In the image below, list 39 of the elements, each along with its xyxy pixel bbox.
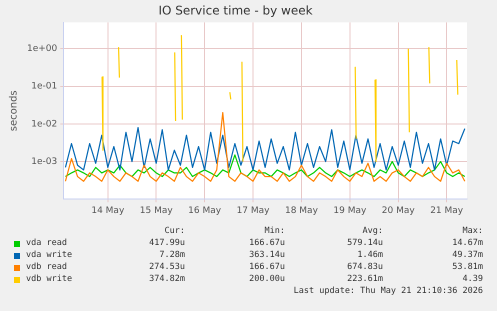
- text: Last update: Thu May 21 21:10:36 2026: [292, 286, 483, 296]
- text: Min:: [264, 226, 285, 236]
- y-tick-label: 1e+00: [26, 44, 58, 54]
- x-tick-label: 15 May: [140, 206, 174, 216]
- text: 14.67m: [451, 238, 483, 248]
- x-tick-label: 14 May: [91, 206, 125, 216]
- legend-label: vda write: [26, 250, 72, 260]
- text: 4.39: [462, 274, 483, 284]
- legend-label: vda read: [26, 238, 67, 248]
- x-tick-label: 19 May: [333, 206, 367, 216]
- text: Max:: [462, 226, 483, 236]
- text: 166.67u: [248, 262, 285, 272]
- text: Avg:: [362, 226, 383, 236]
- x-tick-label: 21 May: [430, 206, 464, 216]
- text: 166.67u: [248, 238, 285, 248]
- text: 363.14u: [248, 250, 285, 260]
- y-tick-label: 1e-03: [31, 156, 58, 167]
- text: 1.46m: [356, 250, 383, 260]
- x-tick-label: 16 May: [188, 206, 222, 216]
- x-tick-label: 18 May: [284, 206, 319, 216]
- text: 674.83u: [346, 262, 383, 272]
- text: 579.14u: [346, 238, 383, 248]
- text: 7.28m: [158, 250, 185, 260]
- text: 374.82m: [148, 274, 185, 284]
- legend-label: vdb write: [26, 274, 72, 284]
- text: 223.61m: [346, 274, 383, 284]
- y-tick-label: 1e-02: [31, 119, 58, 130]
- text: 49.37m: [451, 250, 483, 260]
- text: 53.81m: [451, 262, 483, 272]
- y-tick-label: 1e-01: [31, 82, 58, 92]
- y-axis-title: seconds: [8, 90, 20, 132]
- x-tick-label: 20 May: [382, 206, 416, 216]
- chart-title: IO Service time - by week: [158, 3, 313, 18]
- text: 417.99u: [148, 238, 185, 248]
- text: 274.53u: [148, 262, 185, 272]
- text: 200.00u: [248, 274, 285, 284]
- x-tick-label: 17 May: [236, 206, 270, 216]
- text: Cur:: [164, 226, 185, 236]
- legend-label: vdb read: [26, 262, 67, 272]
